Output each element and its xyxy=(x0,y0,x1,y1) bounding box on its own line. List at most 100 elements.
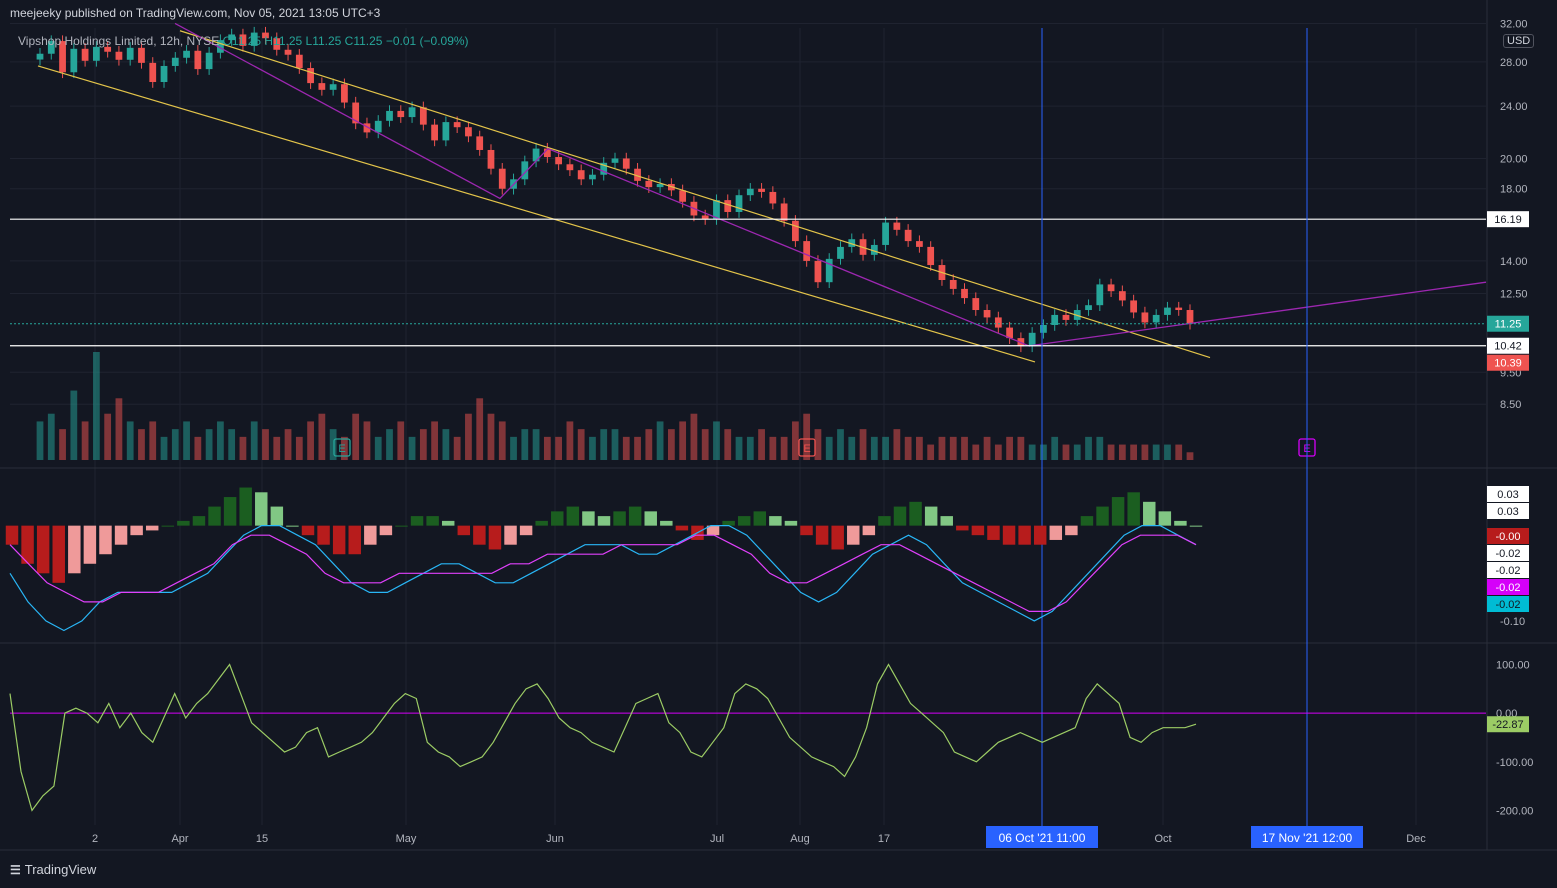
candle-body xyxy=(713,200,720,219)
candle-body xyxy=(679,190,687,202)
low-price-tag-bg xyxy=(1487,354,1529,371)
volume-bar xyxy=(983,436,991,460)
candle-body xyxy=(465,127,472,137)
macd-histogram-bar xyxy=(1002,525,1016,545)
candle-body xyxy=(893,222,901,230)
candle-body xyxy=(1028,332,1036,347)
macd-histogram-bar xyxy=(223,497,237,526)
volume-bar xyxy=(746,436,754,460)
volume-bar xyxy=(36,421,44,460)
macd-histogram-bar xyxy=(332,525,346,555)
macd-histogram-bar xyxy=(21,525,34,564)
volume-bar xyxy=(408,436,416,460)
volume-bar xyxy=(814,429,822,460)
candle-body xyxy=(1141,312,1149,323)
macd-histogram-bar xyxy=(769,516,782,526)
volume-bar xyxy=(115,398,123,460)
volume-bar xyxy=(837,429,844,460)
current-price-tag: 11.25 xyxy=(1495,319,1522,331)
volume-bar xyxy=(769,436,777,460)
candle-body xyxy=(262,32,269,39)
volume-bar xyxy=(994,444,1002,460)
future-date-tag: 17 Nov '21 12:00 xyxy=(1262,831,1353,845)
macd-histogram-bar xyxy=(1065,525,1078,536)
volume-bar xyxy=(780,436,788,460)
price-level-tag: 16.19 xyxy=(1494,214,1522,226)
volume-bar xyxy=(47,413,55,460)
macd-value-tag: -0.02 xyxy=(1495,548,1520,560)
macd-histogram-bar xyxy=(317,525,330,545)
symbol-title: Vipshop Holdings Limited, 12h, NYSE xyxy=(18,34,220,48)
candle-body xyxy=(961,288,968,299)
candle-body xyxy=(589,174,596,180)
macd-histogram-bar xyxy=(348,525,361,555)
price-change: −0.01 (−0.09%) xyxy=(385,34,469,48)
candle-body xyxy=(1006,327,1013,339)
volume-bar xyxy=(667,429,675,460)
macd-histogram-bar xyxy=(1143,501,1156,526)
volume-bar xyxy=(363,421,371,460)
candle-body xyxy=(882,222,889,245)
volume-bar xyxy=(386,429,393,460)
candle-body xyxy=(431,124,438,141)
volume-bar xyxy=(1040,444,1047,460)
volume-bar xyxy=(194,436,202,460)
macd-histogram-bar xyxy=(613,511,626,526)
volume-bar xyxy=(645,429,653,460)
tradingview-logo[interactable]: ☰ TradingView xyxy=(10,862,96,877)
publisher-line: meejeeky published on TradingView.com, N… xyxy=(10,6,381,20)
candle-body xyxy=(138,47,145,63)
time-axis-tick: Oct xyxy=(1154,833,1171,845)
crosshair-date-tag: 06 Oct '21 11:00 xyxy=(999,831,1086,845)
volume-bar xyxy=(543,436,551,460)
candle-body xyxy=(521,161,529,180)
volume-bar xyxy=(171,429,179,460)
candle-body xyxy=(1096,284,1104,306)
volume-bar xyxy=(656,421,664,460)
volume-bar xyxy=(679,421,687,460)
volume-bar xyxy=(690,413,698,460)
crosshair-date-tag-bg xyxy=(986,826,1098,848)
price-axis-tick: 8.50 xyxy=(1500,399,1521,411)
volume-bar xyxy=(295,436,303,460)
macd-value-tag: -0.02 xyxy=(1495,582,1520,594)
macd-histogram-bar xyxy=(753,511,767,526)
candle-body xyxy=(126,47,134,60)
macd-histogram-bar xyxy=(130,525,143,536)
volume-bar xyxy=(352,413,360,460)
volume-bar xyxy=(228,429,236,460)
candle-body xyxy=(769,191,777,204)
candle-body xyxy=(1107,284,1115,292)
volume-bar xyxy=(476,398,484,460)
candle-body xyxy=(814,260,822,283)
candle-body xyxy=(949,279,957,289)
earnings-marker xyxy=(333,438,351,457)
macd-histogram-bar xyxy=(52,525,65,583)
candle-body xyxy=(329,84,337,90)
candle-body xyxy=(374,120,382,133)
macd-histogram-bar xyxy=(597,516,611,526)
symbol-legend[interactable]: Vipshop Holdings Limited, 12h, NYSE O11.… xyxy=(18,34,469,48)
candle-body xyxy=(532,148,540,162)
candle-body xyxy=(1175,307,1183,311)
candle-body xyxy=(239,34,247,46)
macd-value-tag-bg xyxy=(1487,503,1529,519)
cci-axis-tick: -200.00 xyxy=(1496,805,1533,817)
volume-bar xyxy=(318,413,326,460)
macd-histogram-bar xyxy=(457,525,471,536)
macd-histogram-bar xyxy=(722,520,735,526)
candle-body xyxy=(92,46,100,61)
candle-body xyxy=(837,246,844,259)
candle-body xyxy=(81,48,89,61)
price-axis-tick: 20.00 xyxy=(1500,153,1528,165)
macd-histogram-bar xyxy=(924,506,938,526)
candle-body xyxy=(611,158,619,163)
macd-histogram-bar xyxy=(893,506,907,526)
candle-body xyxy=(341,84,348,103)
volume-bar xyxy=(882,436,889,460)
time-axis-tick: May xyxy=(396,833,417,845)
currency-badge[interactable]: USD xyxy=(1503,34,1535,48)
volume-bar xyxy=(1186,452,1194,460)
channel-lower-line xyxy=(37,65,1036,363)
